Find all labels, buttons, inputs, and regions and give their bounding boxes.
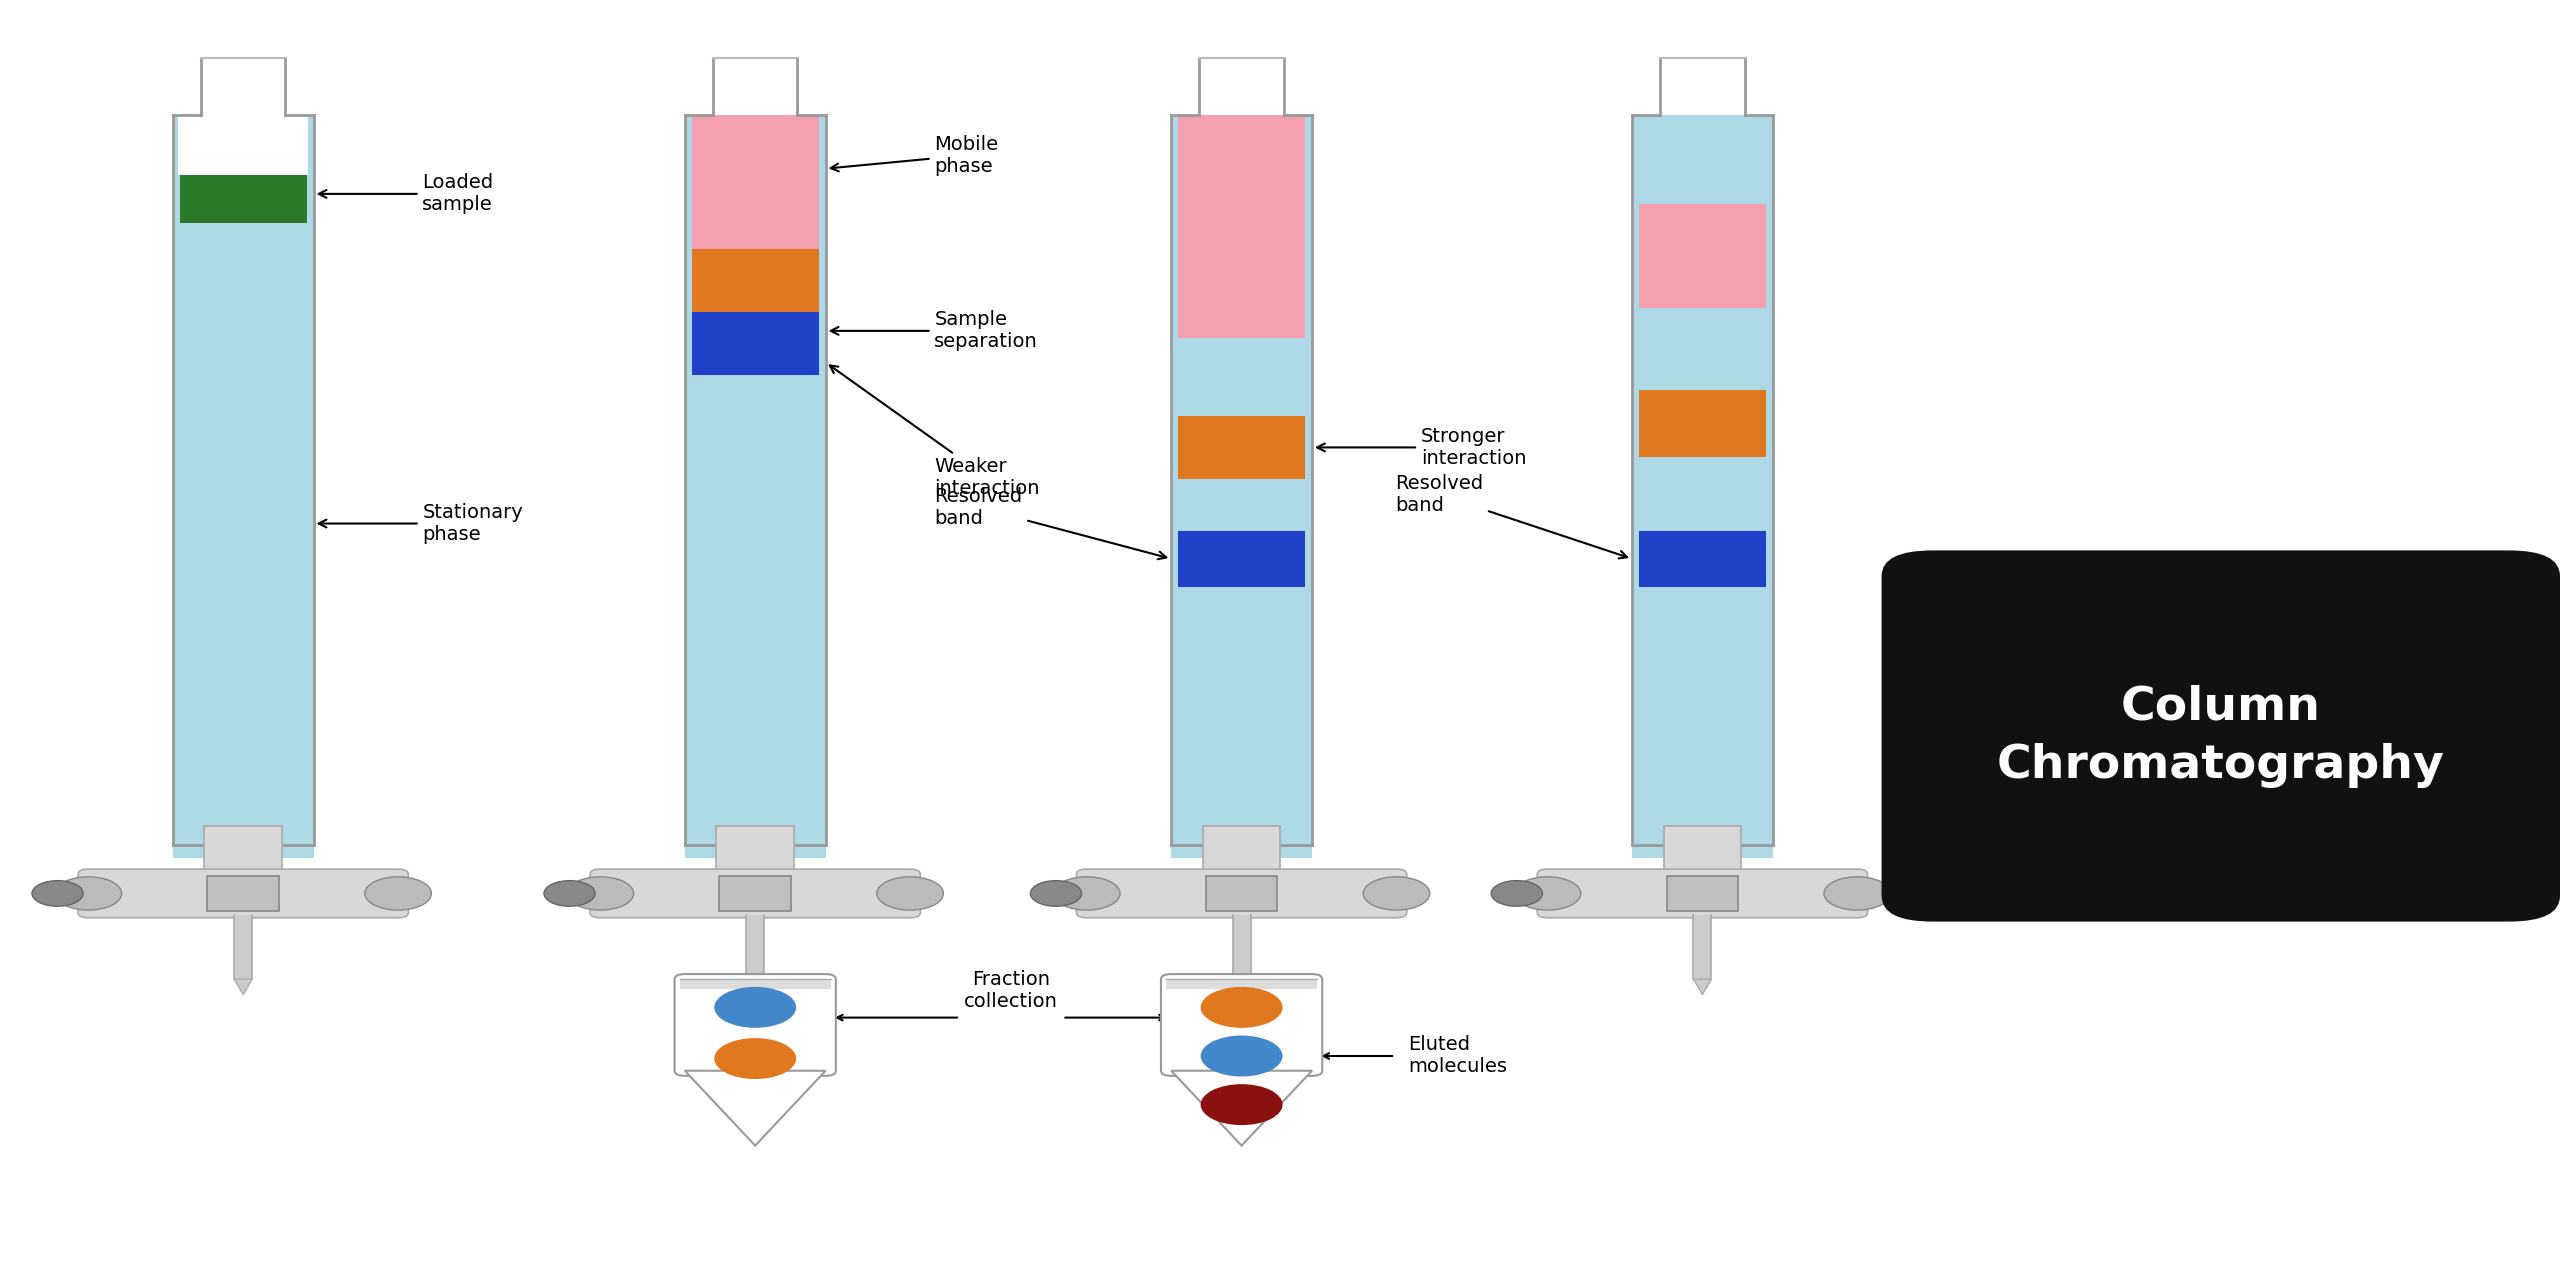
- Bar: [174, 115, 315, 858]
- Bar: [712, 58, 799, 115]
- Bar: [1170, 115, 1311, 858]
- FancyBboxPatch shape: [1882, 550, 2560, 922]
- Bar: [207, 876, 279, 911]
- Text: Resolved
band: Resolved band: [1395, 475, 1628, 558]
- Polygon shape: [1695, 979, 1710, 995]
- Bar: [1638, 205, 1766, 308]
- FancyBboxPatch shape: [676, 974, 835, 1075]
- Polygon shape: [236, 979, 253, 995]
- Text: Resolved
band: Resolved band: [934, 488, 1167, 559]
- Bar: [1638, 531, 1766, 586]
- Circle shape: [1825, 877, 1892, 910]
- Bar: [236, 915, 253, 979]
- Polygon shape: [1234, 979, 1249, 995]
- Bar: [686, 115, 824, 858]
- FancyBboxPatch shape: [1160, 974, 1321, 1075]
- Bar: [179, 174, 307, 223]
- Circle shape: [543, 881, 594, 906]
- Circle shape: [1201, 987, 1283, 1028]
- Text: Stronger
interaction: Stronger interaction: [1316, 428, 1526, 468]
- Polygon shape: [1170, 1070, 1313, 1146]
- Bar: [1206, 876, 1277, 911]
- Bar: [1178, 115, 1306, 338]
- Text: Weaker
interaction: Weaker interaction: [829, 365, 1039, 498]
- Bar: [1198, 58, 1283, 115]
- Bar: [1178, 531, 1306, 586]
- Bar: [205, 826, 282, 870]
- Circle shape: [1201, 1036, 1283, 1076]
- Bar: [1167, 979, 1316, 989]
- Circle shape: [56, 877, 123, 910]
- FancyBboxPatch shape: [77, 869, 410, 918]
- Bar: [678, 979, 829, 989]
- Bar: [179, 115, 310, 174]
- Circle shape: [714, 1038, 796, 1079]
- Circle shape: [1201, 1084, 1283, 1125]
- Bar: [719, 876, 791, 911]
- Bar: [202, 58, 287, 115]
- Bar: [1667, 876, 1738, 911]
- Text: Column
Chromatography: Column Chromatography: [1997, 684, 2445, 788]
- Text: Mobile
phase: Mobile phase: [829, 134, 998, 175]
- Text: Eluted
molecules: Eluted molecules: [1408, 1036, 1508, 1076]
- Text: Loaded
sample: Loaded sample: [317, 173, 494, 214]
- Circle shape: [714, 987, 796, 1028]
- Circle shape: [1032, 881, 1080, 906]
- Circle shape: [1055, 877, 1121, 910]
- Polygon shape: [686, 1070, 824, 1146]
- Bar: [1638, 390, 1766, 457]
- FancyBboxPatch shape: [589, 869, 922, 918]
- Bar: [1178, 416, 1306, 479]
- Bar: [1203, 826, 1280, 870]
- Polygon shape: [748, 979, 763, 995]
- Bar: [1695, 915, 1713, 979]
- Bar: [1661, 58, 1746, 115]
- Circle shape: [876, 877, 942, 910]
- Bar: [717, 826, 794, 870]
- Circle shape: [1492, 881, 1541, 906]
- Circle shape: [1364, 877, 1431, 910]
- Text: Sample
separation: Sample separation: [829, 310, 1039, 352]
- Circle shape: [1516, 877, 1582, 910]
- Circle shape: [568, 877, 632, 910]
- Bar: [691, 248, 819, 312]
- Bar: [691, 115, 819, 248]
- Bar: [691, 312, 819, 375]
- Bar: [1664, 826, 1741, 870]
- Text: Stationary
phase: Stationary phase: [317, 503, 522, 544]
- Circle shape: [31, 881, 82, 906]
- FancyBboxPatch shape: [1078, 869, 1408, 918]
- Bar: [1234, 915, 1249, 979]
- Text: Fraction
collection: Fraction collection: [965, 970, 1057, 1011]
- Bar: [1633, 115, 1774, 858]
- Circle shape: [364, 877, 430, 910]
- FancyBboxPatch shape: [1539, 869, 1869, 918]
- Bar: [748, 915, 765, 979]
